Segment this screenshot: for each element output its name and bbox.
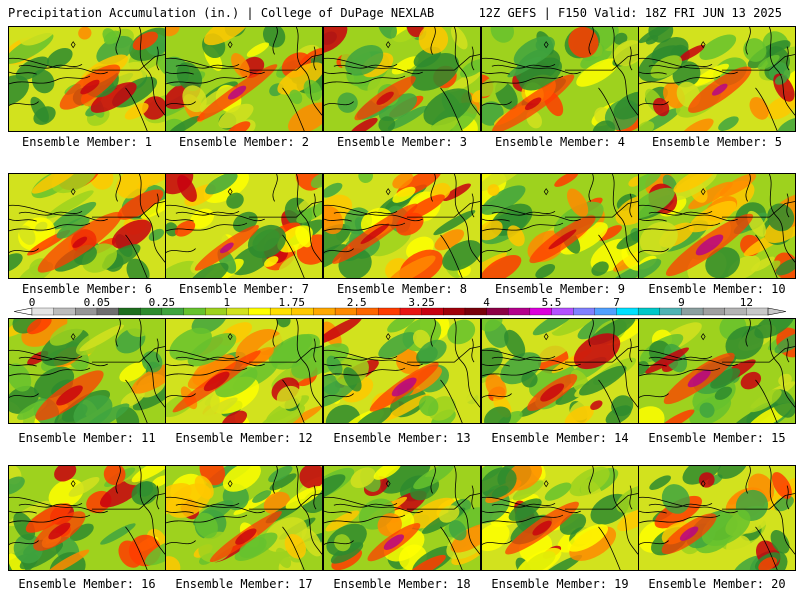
colorbar-swatch	[248, 307, 271, 316]
ensemble-member-label: Ensemble Member: 17	[175, 577, 313, 591]
ensemble-member-map	[638, 26, 796, 132]
colorbar-tick-label: 7	[613, 296, 620, 309]
colorbar-swatch	[486, 307, 509, 316]
colorbar-swatch	[53, 307, 76, 316]
colorbar-swatch	[75, 307, 98, 316]
colorbar-swatch	[508, 307, 531, 316]
ensemble-member-label: Ensemble Member: 13	[333, 431, 471, 445]
ensemble-member-map	[8, 465, 166, 571]
colorbar-tick-label: 1.75	[279, 296, 306, 309]
ensemble-member-label: Ensemble Member: 5	[651, 135, 783, 149]
ensemble-member-map	[165, 26, 323, 132]
ensemble-member-label: Ensemble Member: 10	[648, 282, 786, 296]
ensemble-member-label: Ensemble Member: 11	[18, 431, 156, 445]
ensemble-member-label: Ensemble Member: 7	[178, 282, 310, 296]
ensemble-member-label: Ensemble Member: 4	[494, 135, 626, 149]
ensemble-member-map	[8, 318, 166, 424]
ensemble-member-map	[481, 318, 639, 424]
colorbar-swatch	[31, 307, 55, 316]
colorbar-swatch	[702, 307, 726, 316]
colorbar-tick-label: 3.25	[408, 296, 435, 309]
precipitation-colorbar: 0 0.05 0.25 1 1.75 2.5 3.25 4 5.5 7 9 12	[14, 296, 786, 322]
colorbar-swatch	[573, 307, 596, 316]
colorbar-tick-label: 12	[740, 296, 753, 309]
colorbar-tick-label: 4	[483, 296, 490, 309]
model-run-valid-time: 12Z GEFS | F150 Valid: 18Z FRI JUN 13 20…	[478, 6, 782, 20]
colorbar-tick-label: 0	[29, 296, 36, 309]
ensemble-member-label: Ensemble Member: 6	[21, 282, 153, 296]
ensemble-member-map	[8, 173, 166, 279]
ensemble-member-map	[165, 173, 323, 279]
colorbar-tick-label: 0.25	[149, 296, 176, 309]
ensemble-member-label: Ensemble Member: 14	[491, 431, 629, 445]
ensemble-member-map	[481, 173, 639, 279]
ensemble-member-label: Ensemble Member: 16	[18, 577, 156, 591]
ensemble-member-label: Ensemble Member: 20	[648, 577, 786, 591]
colorbar-swatch	[226, 307, 249, 316]
colorbar-swatch	[746, 307, 769, 316]
colorbar-tick-label: 2.5	[347, 296, 367, 309]
colorbar-swatch	[659, 307, 682, 316]
ensemble-member-label: Ensemble Member: 18	[333, 577, 471, 591]
colorbar-swatch	[291, 307, 314, 316]
colorbar-swatch	[443, 307, 466, 316]
colorbar-swatch	[378, 307, 401, 316]
colorbar-swatch	[464, 307, 488, 316]
colorbar-swatch	[529, 307, 552, 316]
colorbar-swatch	[637, 307, 661, 316]
colorbar-swatch	[334, 307, 358, 316]
ensemble-member-label: Ensemble Member: 8	[336, 282, 468, 296]
colorbar-swatch	[205, 307, 228, 316]
colorbar-swatch	[421, 307, 444, 316]
ensemble-member-map	[323, 173, 481, 279]
colorbar-swatch	[313, 307, 336, 316]
ensemble-member-map	[481, 465, 639, 571]
colorbar-tick-label: 0.05	[84, 296, 111, 309]
colorbar-swatch	[724, 307, 747, 316]
colorbar-swatch	[616, 307, 639, 316]
ensemble-member-map	[481, 26, 639, 132]
ensemble-member-label: Ensemble Member: 15	[648, 431, 786, 445]
colorbar-tick-label: 9	[678, 296, 685, 309]
ensemble-member-label: Ensemble Member: 12	[175, 431, 313, 445]
colorbar-tick-label: 1	[223, 296, 230, 309]
colorbar-swatch	[399, 307, 423, 316]
ensemble-member-map	[323, 26, 481, 132]
ensemble-member-map	[165, 318, 323, 424]
colorbar-swatch	[594, 307, 617, 316]
ensemble-member-label: Ensemble Member: 3	[336, 135, 468, 149]
colorbar-swatch	[681, 307, 704, 316]
ensemble-member-label: Ensemble Member: 19	[491, 577, 629, 591]
ensemble-member-label: Ensemble Member: 9	[494, 282, 626, 296]
colorbar-swatch	[183, 307, 206, 316]
colorbar-swatch	[161, 307, 184, 316]
chart-title: Precipitation Accumulation (in.) | Colle…	[8, 6, 435, 20]
colorbar-swatch	[96, 307, 120, 316]
colorbar-tick-label: 5.5	[542, 296, 562, 309]
ensemble-member-map	[165, 465, 323, 571]
ensemble-member-label: Ensemble Member: 2	[178, 135, 310, 149]
colorbar-swatch	[551, 307, 574, 316]
colorbar-arrow-low	[14, 307, 33, 316]
colorbar-swatch	[140, 307, 163, 316]
ensemble-member-map	[323, 465, 481, 571]
ensemble-member-map	[323, 318, 481, 424]
colorbar-arrow-high	[767, 307, 786, 316]
colorbar-swatch	[118, 307, 141, 316]
colorbar-swatch	[269, 307, 293, 316]
colorbar-swatch	[356, 307, 379, 316]
ensemble-member-map	[638, 173, 796, 279]
ensemble-member-map	[8, 26, 166, 132]
ensemble-member-map	[638, 318, 796, 424]
ensemble-member-map	[638, 465, 796, 571]
ensemble-member-label: Ensemble Member: 1	[21, 135, 153, 149]
